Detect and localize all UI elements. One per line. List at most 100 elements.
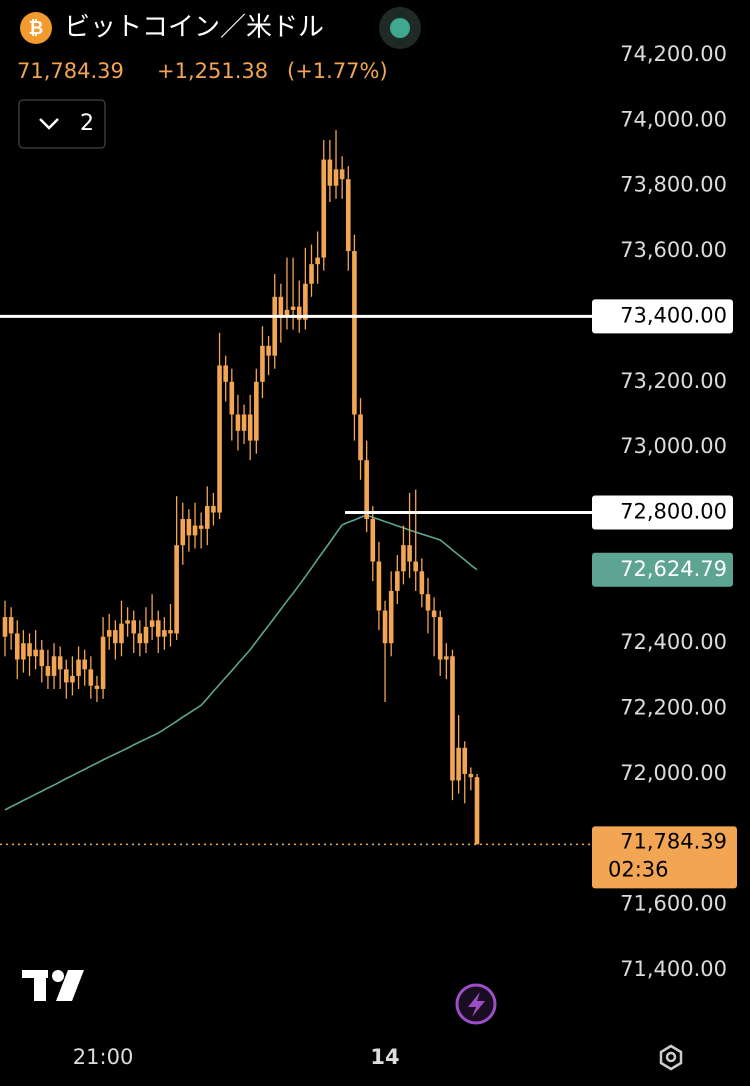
candle-body <box>462 747 468 774</box>
candle-body <box>63 669 69 683</box>
y-tick-label: 73,600.00 <box>620 238 727 262</box>
candle-body <box>333 169 339 186</box>
settings-button[interactable] <box>659 1044 683 1071</box>
candle-body <box>14 633 20 660</box>
candle-body <box>198 525 204 529</box>
candle-body <box>364 460 369 520</box>
candle-body <box>444 656 449 660</box>
candle-body <box>382 610 388 644</box>
candle-body <box>137 633 143 644</box>
chevron <box>39 118 59 130</box>
settings-icon <box>665 1051 677 1063</box>
y-tick-label: 73,800.00 <box>620 173 727 197</box>
candle-body <box>125 620 130 624</box>
candle-body <box>70 675 75 683</box>
candle-body <box>94 685 100 689</box>
candle-body <box>260 345 265 382</box>
x-tick-label: 21:00 <box>73 1045 134 1069</box>
candle-body <box>309 264 314 284</box>
interval-button[interactable] <box>18 99 106 149</box>
candle-body <box>186 519 192 536</box>
candle-body <box>57 656 63 670</box>
candle-body <box>155 620 161 637</box>
candle-body <box>388 590 394 644</box>
y-tick-label: 71,600.00 <box>620 892 727 916</box>
candle-body <box>456 747 461 781</box>
candle-body <box>39 649 45 667</box>
candle-body <box>370 519 376 562</box>
candle-body <box>413 561 419 572</box>
candle-body <box>211 505 216 513</box>
candle-body <box>290 306 296 310</box>
candle-body <box>82 659 87 670</box>
status-dot <box>390 18 410 38</box>
candle-body <box>2 617 8 637</box>
last-price-box <box>592 826 737 889</box>
candle-body <box>162 630 167 637</box>
price: 71,784.39 <box>17 59 124 83</box>
y-tick-label: 73,200.00 <box>620 369 727 393</box>
candle-body <box>51 656 57 676</box>
candle-body <box>474 777 480 845</box>
candle-body <box>241 414 247 431</box>
candle-body <box>131 620 137 634</box>
logo-part <box>34 970 46 1001</box>
candle-body <box>217 365 222 513</box>
logo-part <box>56 970 84 1001</box>
candle-body <box>223 365 228 382</box>
candle-body <box>174 545 179 634</box>
candle-body <box>247 414 253 441</box>
candle-body <box>450 656 455 781</box>
candle-body <box>88 669 94 686</box>
candle-body <box>149 620 155 627</box>
candle-body <box>278 296 284 317</box>
candle-body <box>327 159 333 186</box>
candle-body <box>8 617 14 634</box>
candle-body <box>303 283 308 320</box>
candle-body <box>33 649 38 657</box>
candle-body <box>204 505 210 529</box>
tv-logo <box>22 970 84 1001</box>
line-label: 73,400.00 <box>620 303 727 327</box>
bitcoin-icon <box>20 12 52 44</box>
lightning-icon <box>468 992 485 1017</box>
x-tick-label: 14 <box>370 1045 399 1069</box>
moving-average <box>4 514 478 811</box>
candle-body <box>339 169 345 180</box>
ma-label: 72,624.79 <box>620 557 727 581</box>
change-pct: (+1.77%) <box>287 59 388 83</box>
candle-body <box>76 659 81 676</box>
candle-body <box>431 610 437 618</box>
candle-body <box>272 296 278 356</box>
candle-body <box>468 773 474 778</box>
candle-body <box>352 251 357 415</box>
y-tick-label: 72,400.00 <box>620 630 727 654</box>
bitcoin-symbol: ₿ <box>29 18 44 39</box>
candle-body <box>296 306 302 320</box>
interval-value[interactable]: 2 <box>80 111 94 136</box>
y-tick-label: 74,000.00 <box>620 107 727 131</box>
ma-label-box <box>592 552 733 587</box>
candle-body <box>401 545 406 572</box>
candle-body <box>192 525 198 536</box>
candle-body <box>376 561 382 611</box>
change: +1,251.38 <box>157 59 268 83</box>
countdown: 02:36 <box>608 857 669 881</box>
line-label-box <box>592 495 733 530</box>
candle-body <box>235 414 241 431</box>
candle-body <box>345 179 351 252</box>
candle-body <box>395 571 400 591</box>
y-tick-label: 72,000.00 <box>620 761 727 785</box>
candle-body <box>315 257 320 265</box>
candle-body <box>106 630 112 637</box>
candle-body <box>168 630 173 634</box>
candle-body <box>143 626 149 644</box>
candle-body <box>321 159 327 258</box>
candle-body <box>45 666 51 676</box>
logo-part <box>52 970 64 982</box>
candle-body <box>437 617 443 660</box>
candle-body <box>100 636 106 689</box>
y-tick-label: 73,000.00 <box>620 434 727 458</box>
candle-body <box>180 519 186 546</box>
